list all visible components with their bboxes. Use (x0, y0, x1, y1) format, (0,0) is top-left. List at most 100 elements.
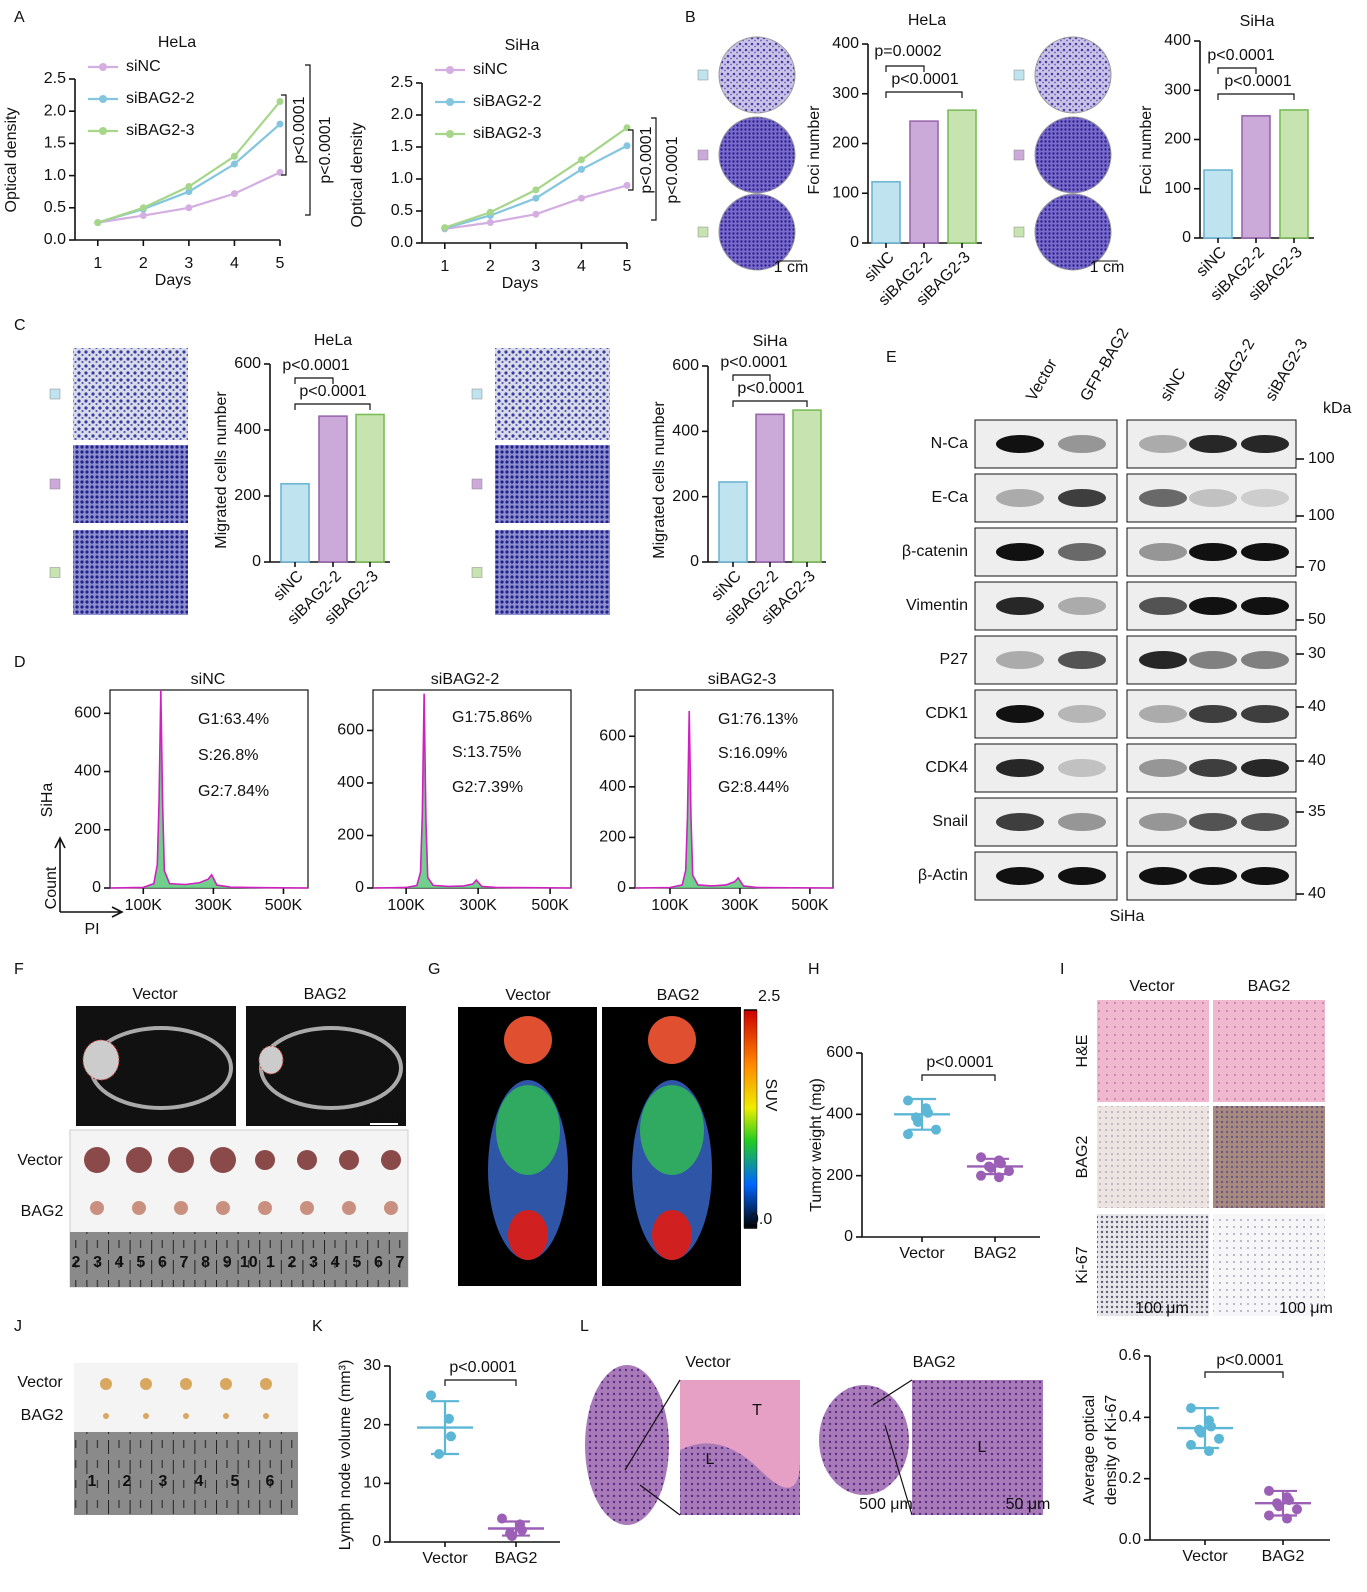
row-label: BAG2 (1074, 1136, 1091, 1179)
ruler-number: 4 (115, 1254, 124, 1271)
point (532, 194, 540, 202)
y-tick-label: 0.4 (1119, 1409, 1141, 1426)
bracket (1217, 93, 1295, 100)
panel-letter: K (312, 1318, 323, 1335)
bar (718, 481, 748, 563)
migration-image (495, 348, 610, 440)
bar (280, 482, 310, 563)
pet-hot (652, 1210, 692, 1260)
chart-title: SiHa (505, 37, 540, 54)
y-tick-label: 400 (832, 35, 859, 52)
x-tick-label: 100K (125, 897, 163, 914)
ruler-number: 9 (223, 1254, 232, 1271)
bar (909, 120, 939, 244)
point (434, 1449, 444, 1459)
x-tick-label: BAG2 (974, 1245, 1017, 1262)
annotation: p<0.0001 (737, 380, 804, 397)
blot-band (1189, 705, 1237, 723)
blot-band (1189, 867, 1237, 885)
blot-band (1189, 543, 1237, 561)
blot-band (1058, 813, 1106, 831)
legend-marker (446, 66, 454, 74)
column-label: BAG2 (1248, 978, 1291, 995)
panel-letter: I (1060, 961, 1064, 978)
histogram-area (634, 710, 834, 889)
marker-label: 40 (1308, 698, 1326, 715)
blot-band (996, 867, 1044, 885)
marker-label: 40 (1308, 885, 1326, 902)
point (1186, 1403, 1196, 1414)
row-label: BAG2 (21, 1203, 64, 1220)
y-tick-label: 0 (844, 1228, 853, 1245)
point (976, 1152, 986, 1163)
scale-label: 5 mm (363, 1107, 403, 1124)
blot-band (1241, 651, 1289, 669)
y-tick-label: 400 (672, 423, 699, 440)
x-tick-label: 5 (623, 258, 632, 275)
marker-label: 30 (1308, 645, 1326, 662)
blot-band (996, 435, 1044, 453)
point (1196, 1427, 1206, 1438)
point (517, 1525, 527, 1536)
y-tick-label: 400 (826, 1106, 853, 1123)
x-tick-label: BAG2 (1262, 1548, 1305, 1565)
point (532, 186, 540, 194)
x-tick-label: 4 (230, 255, 239, 272)
row-label: β-Actin (918, 867, 968, 884)
tumor (384, 1201, 398, 1215)
x-tick-label: 500K (531, 897, 569, 914)
y-tick-label: 200 (337, 827, 364, 844)
tumor (255, 1150, 275, 1170)
lane-label: GFP-BAG2 (1077, 325, 1132, 404)
ruler-number: 3 (93, 1254, 102, 1271)
y-tick-label: 0 (1182, 229, 1191, 246)
ruler-number: 4 (195, 1473, 204, 1490)
ruler-number: 1 (266, 1254, 275, 1271)
group-marker (1013, 226, 1025, 238)
mri-tumor (82, 1039, 120, 1081)
annotation: p<0.0001 (1216, 1352, 1283, 1369)
blot-band (1139, 813, 1187, 831)
zoom-image (912, 1380, 1043, 1515)
y-tick-label: 200 (672, 488, 699, 505)
row-label: BAG2 (21, 1407, 64, 1424)
point (903, 1095, 913, 1106)
row-label: Vector (17, 1374, 63, 1391)
scale-label: 100 μm (1279, 1300, 1333, 1317)
row-label: CDK1 (925, 705, 968, 722)
point (276, 168, 284, 176)
y-tick-label: 1.5 (391, 138, 413, 155)
panel-letter: H (808, 961, 820, 978)
point (577, 165, 585, 173)
panel-letter: G (428, 961, 440, 978)
x-tick-label: 300K (721, 897, 759, 914)
migration-image (495, 530, 610, 615)
point (986, 1163, 996, 1173)
group-marker (697, 149, 709, 161)
pet-head (648, 1016, 696, 1064)
x-tick-label: 100K (387, 897, 425, 914)
y-tick-label: 30 (363, 1357, 381, 1374)
marker-label: 100 (1308, 507, 1335, 524)
x-tick-label: 1 (440, 258, 449, 275)
annotation: G2:7.84% (198, 783, 269, 800)
blot-band (1189, 813, 1237, 831)
migration-image (73, 348, 188, 440)
annotation: p<0.0001 (664, 136, 681, 203)
y-tick-label: 400 (74, 763, 101, 780)
point (444, 1413, 454, 1424)
y-axis-label: Lymph node volume (mm³) (337, 1360, 354, 1551)
colorbar-label: 2.5 (758, 988, 780, 1005)
panel-letter: D (14, 654, 26, 671)
y-axis-label: SiHa (39, 783, 56, 818)
pet-head (504, 1016, 552, 1064)
y-tick-label: 600 (234, 355, 261, 372)
ihc-image (1097, 1000, 1209, 1102)
ruler-number: 6 (158, 1254, 167, 1271)
point (913, 1117, 923, 1127)
y-tick-label: 0 (252, 553, 261, 570)
legend-marker (99, 63, 107, 71)
annotation: p<0.0001 (1207, 47, 1274, 64)
point (426, 1390, 436, 1401)
tumor (90, 1201, 104, 1215)
